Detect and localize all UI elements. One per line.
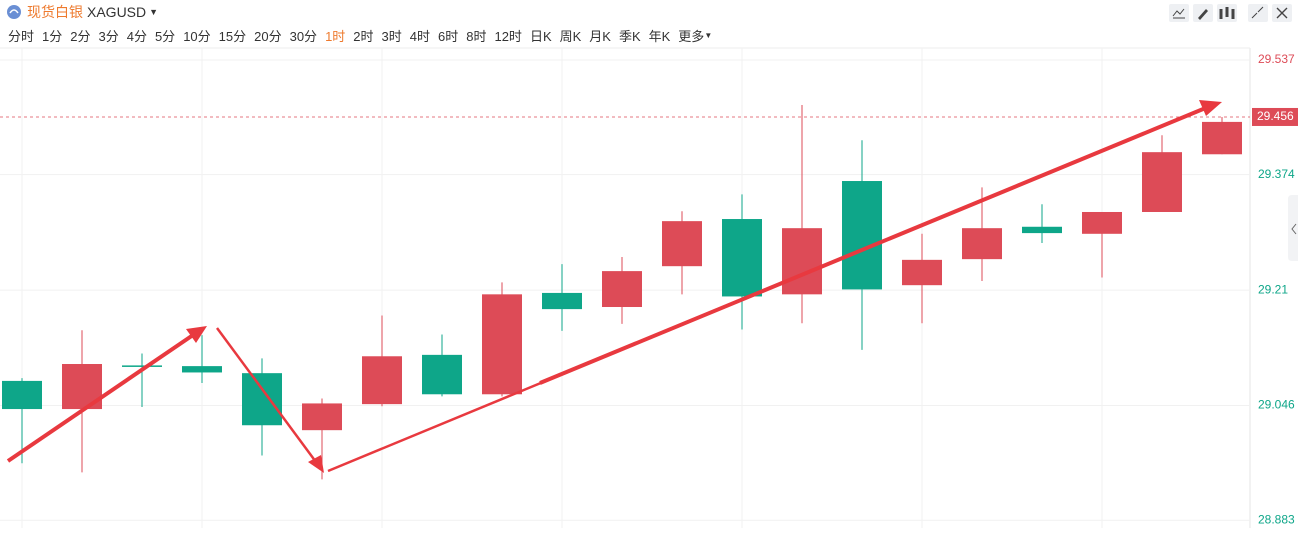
candle-body <box>782 228 822 295</box>
tool-button[interactable] <box>1248 4 1268 22</box>
candle-body <box>542 292 582 310</box>
timeframe-tab[interactable]: 4分 <box>126 29 147 44</box>
y-tick-label: 29.046 <box>1258 398 1295 412</box>
timeframe-tab[interactable]: 30分 <box>289 29 318 44</box>
candle-body <box>902 259 942 286</box>
timeframe-tab[interactable]: 周K <box>559 29 582 44</box>
timeframe-tab[interactable]: 20分 <box>254 29 282 44</box>
candle-body <box>1022 226 1062 234</box>
tool-icon <box>1276 7 1288 19</box>
timeframe-tab[interactable]: 日K <box>529 29 552 44</box>
tool-icon <box>1219 7 1235 19</box>
timeframe-tab[interactable]: 8时 <box>466 29 487 44</box>
dropdown-caret[interactable]: ▼ <box>704 31 713 40</box>
symbol-code[interactable]: XAGUSD <box>87 4 147 20</box>
timeframe-tab[interactable]: 年K <box>648 29 671 44</box>
timeframe-tab[interactable]: 季K <box>618 29 641 44</box>
tool-icon <box>1172 8 1185 19</box>
tool-icon <box>1198 9 1208 20</box>
y-tick-label: 29.21 <box>1258 282 1288 296</box>
timeframe-tab[interactable]: 3分 <box>98 29 119 44</box>
y-tick-label: 29.374 <box>1258 167 1295 181</box>
y-tick-label: 28.883 <box>1258 512 1295 526</box>
last-price-label: 29.456 <box>1257 109 1294 123</box>
timeframe-tabs: 分时 1分 2分 3分 4分 5分 10分 15分 20分 30分 1时 2时 3时 4时 6时 8时 12时日… <box>8 26 712 45</box>
candle-body <box>302 403 342 431</box>
timeframe-tab[interactable]: 2时 <box>353 29 374 44</box>
toolbar <box>1169 4 1292 22</box>
arrowhead <box>308 455 324 473</box>
arrowhead <box>186 326 207 343</box>
dropdown-caret[interactable]: ▼ <box>149 7 159 17</box>
candle-body <box>122 365 162 367</box>
candle-body <box>1082 211 1122 234</box>
timeframe-tab[interactable]: 10分 <box>183 29 211 44</box>
candle-body <box>602 271 642 308</box>
candle-body <box>422 354 462 395</box>
timeframe-tab[interactable]: 1时 <box>325 29 346 44</box>
plot <box>0 59 1250 521</box>
arrow <box>6 331 198 463</box>
candle-body <box>242 373 282 426</box>
candle-body <box>722 219 762 297</box>
toggle-icon <box>1291 223 1297 235</box>
y-tick-label: 29.537 <box>1258 52 1295 66</box>
symbol-name: 现货白银 <box>27 4 83 20</box>
timeframe-tab[interactable]: 更多 <box>678 29 705 44</box>
candle-body <box>1202 121 1242 155</box>
timeframe-tab[interactable]: 12时 <box>494 29 522 44</box>
timeframe-tab[interactable]: 月K <box>589 29 611 44</box>
candle-body <box>362 356 402 405</box>
timeframe-tab[interactable]: 1分 <box>42 29 63 44</box>
arrow <box>215 327 318 463</box>
arrow <box>539 105 1209 385</box>
timeframe-tab[interactable]: 5分 <box>154 29 176 44</box>
timeframe-tab[interactable]: 15分 <box>218 29 247 44</box>
annotations <box>6 100 1222 473</box>
last-price-tag <box>1252 107 1298 126</box>
candle-body <box>962 228 1002 260</box>
candle-body <box>662 221 702 267</box>
timeframe-tab[interactable]: 分时 <box>8 29 35 44</box>
timeframe-tab[interactable]: 4时 <box>409 29 430 44</box>
tool-icon <box>1251 6 1264 19</box>
candle-body <box>482 294 522 395</box>
timeframe-tab[interactable]: 2分 <box>70 29 91 44</box>
header: 现货白银 XAGUSD ▼ <box>6 2 158 22</box>
candle-body <box>1142 152 1182 212</box>
timeframe-tab[interactable]: 6时 <box>438 29 459 44</box>
symbol-icon <box>7 5 21 19</box>
timeframe-tab[interactable]: 3时 <box>381 29 402 44</box>
candle-body <box>182 366 222 373</box>
candle-body <box>2 380 42 410</box>
y-axis: 28.883 29.046 29.21 29.374 29.537 29.456 <box>1252 52 1298 526</box>
candle-body <box>842 181 882 290</box>
arrowhead <box>1199 100 1222 116</box>
